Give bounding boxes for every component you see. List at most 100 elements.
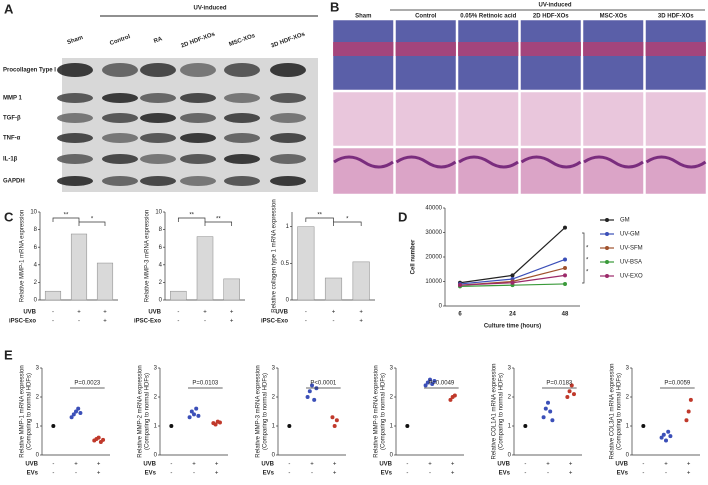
- point: [307, 389, 312, 394]
- y-axis-label: Relative MMP-3 mRNA expression: [256, 365, 262, 457]
- blot-band: [224, 93, 260, 103]
- panel-letter: C: [4, 209, 14, 224]
- row-label: EVs: [263, 471, 275, 477]
- point: [189, 409, 194, 414]
- bar: [96, 262, 114, 301]
- point: [688, 397, 693, 402]
- tissue-layer: [333, 42, 394, 56]
- significance-bracket: [582, 232, 585, 284]
- significance: **: [64, 213, 69, 219]
- blot-band: [180, 154, 216, 164]
- row-label: GAPDH: [3, 179, 25, 185]
- group-label: UV-induced: [193, 6, 226, 12]
- column-label: Control: [415, 14, 437, 20]
- point: [217, 420, 222, 425]
- row-label: UVB: [25, 462, 38, 468]
- point: [567, 389, 572, 394]
- bar: [196, 236, 214, 301]
- y-tick-label: 2: [159, 280, 163, 286]
- condition-sign: -: [52, 319, 54, 325]
- blot-band: [140, 133, 176, 143]
- point: [452, 393, 457, 398]
- condition-sign: +: [451, 462, 455, 468]
- blot-band: [270, 133, 306, 143]
- column-label: Sham: [66, 35, 83, 46]
- bar: [170, 290, 187, 301]
- y-tick-label: 1: [508, 424, 512, 430]
- blot-band: [102, 63, 138, 77]
- condition-sign: +: [569, 462, 573, 468]
- column-label: 2D HDF-XOs: [533, 14, 569, 20]
- condition-sign: +: [359, 310, 363, 316]
- row-label: TNF-α: [3, 136, 21, 142]
- bar: [223, 278, 240, 301]
- y-tick-label: 6: [159, 245, 163, 251]
- condition-sign: -: [52, 471, 54, 477]
- y-tick-label: 0: [508, 453, 512, 459]
- significance: *: [586, 270, 589, 276]
- y-axis-label: Relative MMP-9 mRNA expression: [374, 365, 380, 457]
- point: [169, 424, 174, 428]
- row-label: EVs: [145, 471, 157, 477]
- y-tick-label: 2: [508, 395, 512, 401]
- point: [666, 429, 671, 434]
- condition-sign: +: [203, 310, 207, 316]
- y-tick-label: 0: [36, 453, 40, 459]
- significance-bracket: [177, 217, 206, 222]
- x-tick-label: 6: [458, 312, 462, 318]
- point: [541, 415, 546, 420]
- y-tick-label: 10000: [425, 279, 442, 285]
- condition-sign: +: [332, 310, 336, 316]
- condition-sign: +: [74, 462, 78, 468]
- condition-sign: -: [665, 471, 667, 477]
- point: [523, 424, 528, 428]
- point: [659, 435, 664, 440]
- condition-sign: +: [687, 462, 691, 468]
- panel-letter: A: [4, 1, 14, 16]
- y-tick-label: 3: [508, 366, 512, 372]
- condition-sign: +: [215, 462, 219, 468]
- y-tick-label: 10: [155, 210, 162, 216]
- y-tick-label: 0: [154, 453, 158, 459]
- point: [213, 422, 218, 427]
- condition-sign: +: [359, 319, 363, 325]
- column-label: 0.05% Retinoic acid: [460, 14, 516, 20]
- condition-sign: +: [97, 462, 101, 468]
- blot-band: [57, 154, 93, 164]
- blot-band: [102, 113, 138, 123]
- blot-band: [102, 154, 138, 164]
- y-tick-label: 2: [34, 280, 38, 286]
- p-value: P=0.0023: [74, 381, 101, 387]
- blot-band: [224, 113, 260, 123]
- point: [563, 273, 567, 278]
- histology-image: [332, 91, 394, 147]
- y-tick-label: 8: [34, 227, 38, 233]
- point: [69, 415, 74, 420]
- condition-sign: +: [230, 310, 234, 316]
- histology-image: [520, 91, 582, 147]
- column-label: RA: [153, 36, 164, 45]
- condition-sign: -: [547, 471, 549, 477]
- condition-sign: +: [103, 319, 107, 325]
- point: [334, 418, 339, 423]
- y-tick-label: 0: [286, 298, 290, 304]
- y-tick-label: 1: [626, 424, 630, 430]
- significance-bracket: [204, 221, 233, 226]
- histology-image: [582, 91, 644, 147]
- row-label: EVs: [27, 471, 39, 477]
- histology-image: [520, 147, 582, 195]
- blot-band: [180, 133, 216, 143]
- bar: [324, 277, 343, 301]
- condition-sign: +: [192, 462, 196, 468]
- panel-letter: D: [398, 209, 407, 224]
- row-label: iPSC-Exo: [261, 319, 288, 325]
- condition-sign: -: [642, 462, 644, 468]
- point: [458, 283, 462, 288]
- point: [571, 392, 576, 397]
- significance: **: [189, 213, 194, 219]
- point: [563, 225, 567, 230]
- point: [71, 412, 76, 417]
- tissue-layer: [395, 42, 456, 56]
- blot-band: [140, 176, 176, 186]
- point: [332, 424, 337, 428]
